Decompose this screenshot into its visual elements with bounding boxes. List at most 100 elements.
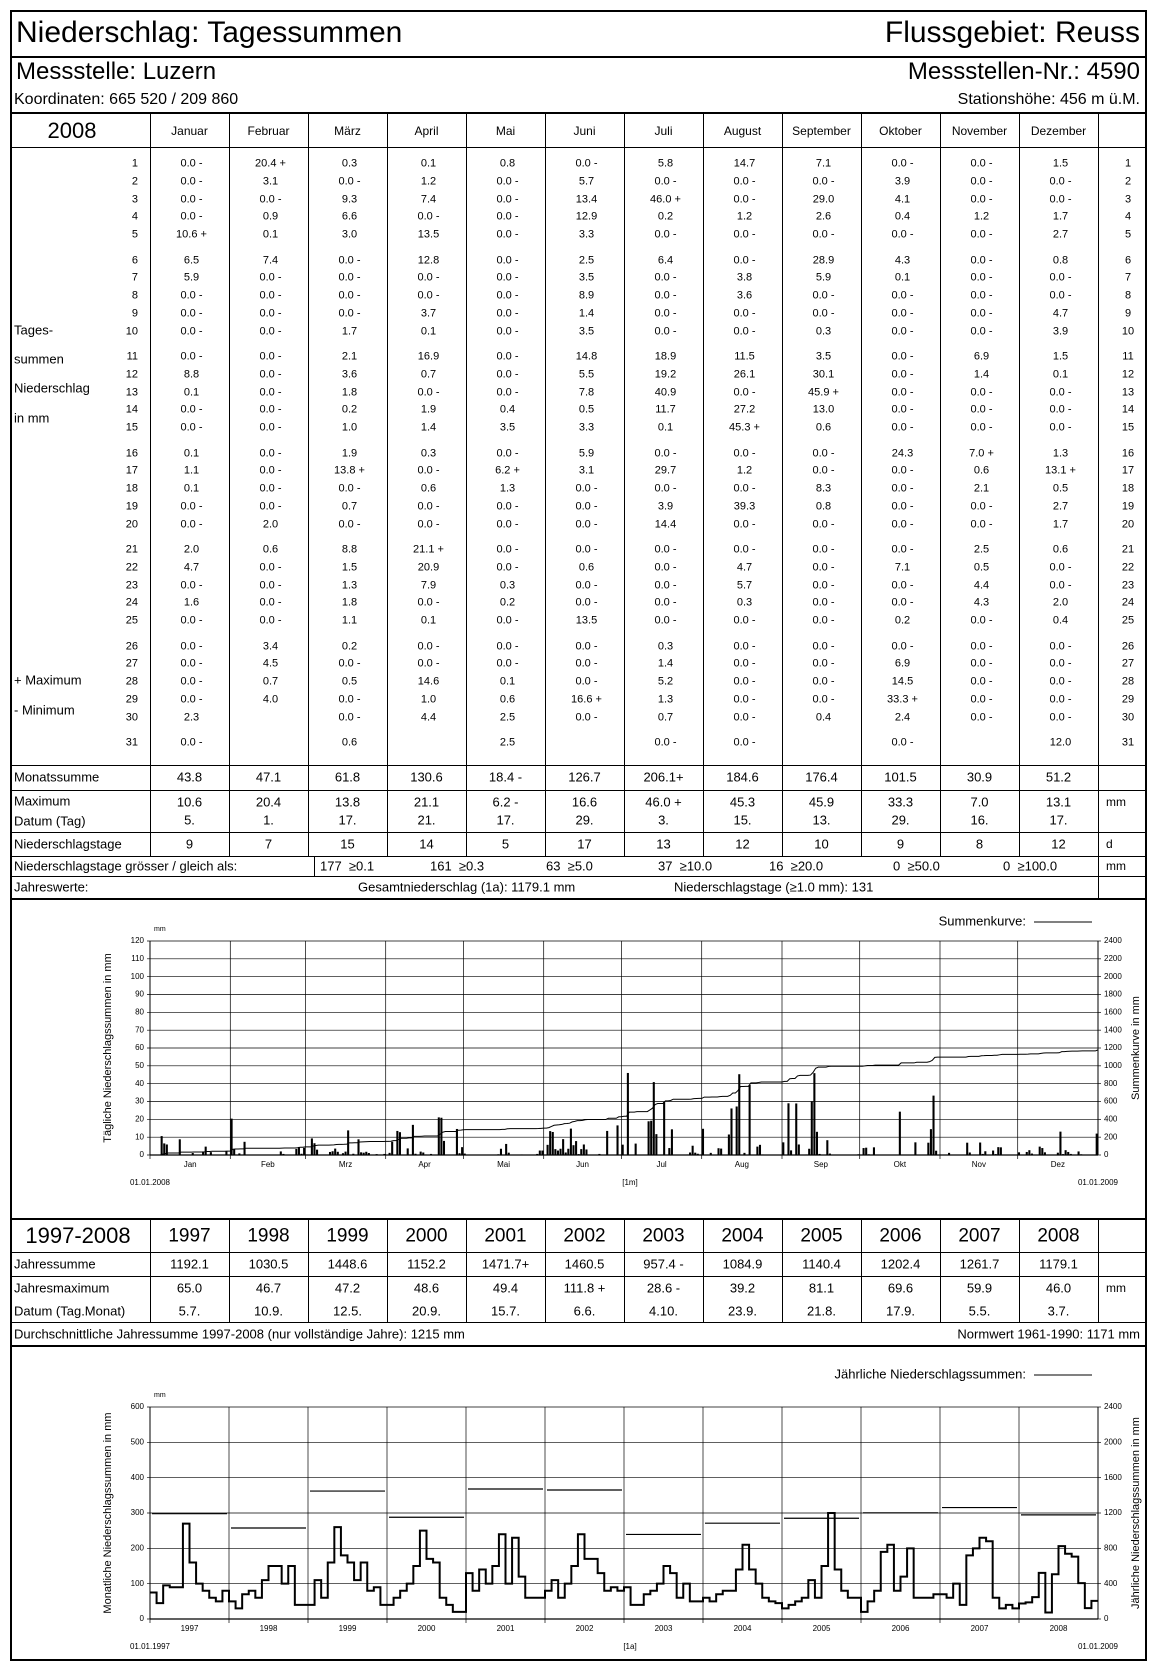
- bar: [634, 1143, 637, 1155]
- bar: [1059, 1131, 1062, 1155]
- day-number: 30: [125, 711, 138, 724]
- day-value: 0.0 -: [1049, 693, 1072, 706]
- bar: [932, 1095, 935, 1155]
- day-value: 0.4: [894, 210, 911, 223]
- day-value: 1.1: [341, 614, 358, 627]
- threshold: 161 ≥0.3: [430, 858, 485, 874]
- year: 2000: [405, 1225, 448, 1247]
- day-value: 2.5: [499, 736, 516, 749]
- day-value: 0.0 -: [654, 175, 677, 188]
- day-value: 0.8: [499, 157, 516, 170]
- day-value: 0.0 -: [891, 325, 914, 338]
- month-sum: 47.1: [255, 769, 282, 785]
- rule: [10, 1252, 1146, 1253]
- bar: [782, 1142, 785, 1155]
- day-value: 0.7: [262, 675, 279, 688]
- bar: [730, 1108, 733, 1155]
- x-unit: [1a]: [623, 1642, 636, 1651]
- annual-max: 65.0: [176, 1280, 203, 1296]
- day-value: 40.9: [654, 386, 677, 399]
- day-number: 27: [125, 657, 138, 670]
- y-tick-label: 60: [135, 1043, 144, 1052]
- day-number: 23: [1121, 579, 1135, 592]
- day-value: 7.1: [894, 561, 911, 574]
- day-value: 7.0 +: [969, 447, 994, 459]
- day-value: 0.0 -: [338, 254, 361, 266]
- annual-max-date: 17.9.: [886, 1303, 915, 1319]
- day-value: 0.0 -: [891, 518, 914, 531]
- day-value: 0.6: [420, 482, 437, 495]
- day-value: 0.0 -: [259, 614, 282, 627]
- day-value: 0.0 -: [259, 561, 282, 574]
- day-value: 0.0 -: [259, 500, 282, 513]
- annual-sum: 1261.7: [959, 1256, 1000, 1272]
- y2-tick-label: 2000: [1104, 1437, 1122, 1446]
- bar: [178, 1139, 181, 1155]
- month-max-date: 21.: [417, 812, 436, 828]
- bar: [569, 1128, 572, 1155]
- month-max-date: 3.: [658, 812, 669, 828]
- bar: [935, 1150, 938, 1155]
- bar: [520, 1154, 523, 1155]
- day-value: 29.0: [812, 193, 835, 206]
- bar: [331, 1151, 334, 1155]
- month-name: Juni: [573, 124, 596, 138]
- day-value: 2.1: [341, 350, 358, 363]
- x-tick-label: 1998: [260, 1624, 278, 1633]
- day-value: 0.0 -: [891, 421, 914, 434]
- bar: [461, 1147, 464, 1155]
- rule: [308, 1218, 309, 1322]
- day-value: 9.3: [341, 193, 358, 206]
- day-value: 0.0 -: [180, 500, 203, 513]
- month-name: Juli: [654, 124, 673, 138]
- bar: [756, 1146, 759, 1155]
- row-label: Maximum: [14, 793, 71, 809]
- day-value: 0.0 -: [970, 614, 993, 627]
- day-value: 0.0 -: [970, 254, 993, 266]
- y-tick-label: 100: [131, 1579, 145, 1588]
- day-value: 0.8: [815, 500, 832, 513]
- bar: [1061, 1154, 1065, 1155]
- rule: [861, 1218, 862, 1322]
- month-max: 21.1: [413, 794, 440, 810]
- day-value: 0.0 -: [970, 518, 993, 531]
- month-sum: 130.6: [410, 769, 443, 785]
- y-unit: mm: [154, 1392, 166, 1399]
- bar: [411, 1124, 414, 1155]
- day-value: 0.0 -: [180, 193, 203, 206]
- day-value: 3.6: [736, 289, 753, 302]
- day-value: 0.0 -: [891, 579, 914, 592]
- rain-days: 12: [735, 836, 750, 852]
- day-value: 46.0 +: [650, 193, 681, 206]
- bar: [862, 1148, 865, 1155]
- annual-max-date: 5.5.: [968, 1303, 991, 1319]
- bar: [616, 1125, 619, 1155]
- day-value: 2.0: [262, 518, 279, 531]
- month-sum: 18.4 -: [488, 769, 523, 785]
- day-value: 0.0 -: [496, 614, 519, 627]
- day-number: 21: [125, 543, 138, 556]
- start-label: 01.01.2008: [130, 1178, 171, 1187]
- bar: [442, 1140, 446, 1155]
- rule: [624, 1218, 625, 1322]
- month-max-date: 5.: [184, 812, 195, 828]
- day-value: 6.4: [657, 254, 674, 266]
- day-value: 0.0 -: [496, 210, 519, 223]
- day-number: 4: [131, 210, 138, 223]
- bar: [686, 1154, 689, 1155]
- day-number: 2: [131, 175, 138, 188]
- annual-max-date: 10.9.: [254, 1303, 283, 1319]
- day-value: 0.0 -: [891, 289, 914, 302]
- y2-tick-label: 400: [1104, 1114, 1118, 1123]
- y-tick-label: 500: [131, 1437, 145, 1446]
- day-value: 0.0 -: [970, 307, 993, 320]
- rule: [10, 1322, 1146, 1323]
- bar: [1025, 1151, 1028, 1155]
- day-value: 1.8: [341, 596, 358, 609]
- day-value: 0.0 -: [180, 579, 203, 592]
- year-days: Niederschlagstage (≥1.0 mm): 131: [674, 879, 874, 895]
- day-value: 0.0 -: [575, 675, 598, 688]
- month-max: 33.3: [887, 794, 914, 810]
- x-tick-label: 2000: [418, 1624, 436, 1633]
- day-value: 0.0 -: [1049, 271, 1072, 284]
